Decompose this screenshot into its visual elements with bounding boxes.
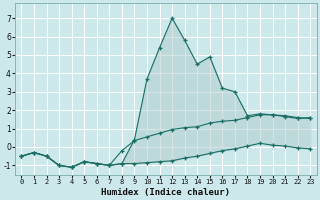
X-axis label: Humidex (Indice chaleur): Humidex (Indice chaleur) xyxy=(101,188,230,197)
